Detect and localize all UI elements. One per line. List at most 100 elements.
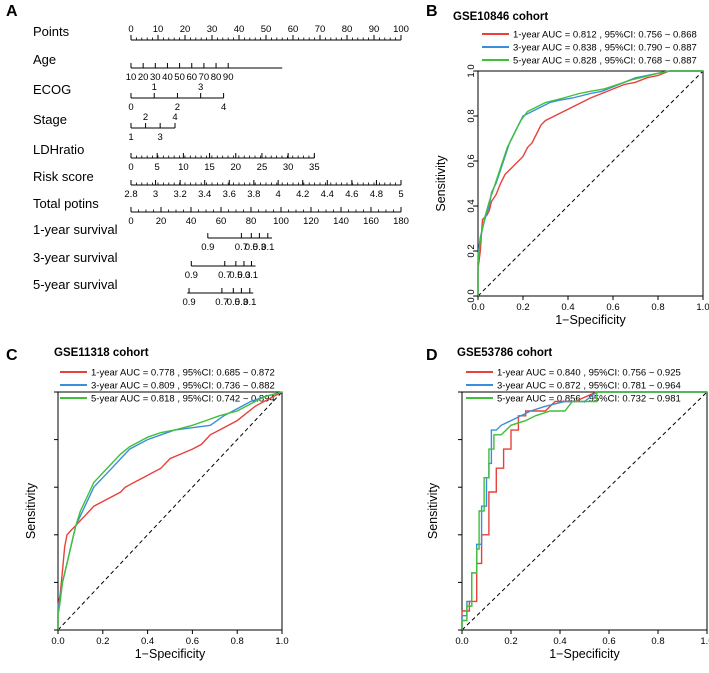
roc-curve-1-year-c [57,391,283,630]
tick-label-ldhratio: 5 [155,162,160,173]
tick-label-5-year-survival: 0.9 [182,297,195,308]
legend-label-3-year-c: 3-year AUC = 0.809 , 95%CI: 0.736 ~ 0.88… [91,381,275,392]
tick-label-5-year-survival: 0.3 [235,297,248,308]
tick-label-ldhratio: 30 [283,162,294,173]
x-tick-label-c: 0.4 [141,636,154,647]
tick-label-3-year-survival: 0.1 [245,270,258,281]
tick-label-total-potins: 160 [363,216,379,227]
tick-label-3-year-survival: 0.5 [229,270,242,281]
tick-label-risk-score: 4.4 [321,189,334,200]
tick-label-ldhratio: 25 [257,162,268,173]
panel-letter-b: B [426,3,438,20]
tick-label-total-potins: 40 [186,216,197,227]
x-axis-title-b: 1−Specificity [555,313,626,327]
tick-label-1-year-survival: 0.9 [201,242,214,253]
tick-label-3-year-survival: 0.9 [185,270,198,281]
tick-label-age: 20 [138,72,149,83]
tick-label-points: 100 [393,24,409,35]
scale-label-age: Age [33,52,56,67]
scale-label-risk-score: Risk score [33,169,94,184]
reference-diagonal-d [461,391,708,631]
tick-label-risk-score: 3.8 [247,189,260,200]
roc-title-b: GSE10846 cohort [453,11,548,23]
reference-diagonal-c [57,391,283,631]
tick-label-5-year-survival: 0.7 [215,297,228,308]
x-tick-label-b: 0.6 [606,302,619,313]
scale-total-potins: Total potins 0 20 40 60 80 100 120 140 160 180 [33,196,409,227]
x-tick-label-b: 0.2 [516,302,529,313]
tick-label-total-potins: 100 [273,216,289,227]
legend-label-3-year-b: 3-year AUC = 0.838 , 95%CI: 0.790 ~ 0.88… [513,43,697,54]
tick-label-stage: 1 [128,132,133,143]
x-tick-label-c: 0.2 [96,636,109,647]
tick-label-points: 20 [180,24,191,35]
y-axis-title-b: Sensitivity [434,155,448,212]
tick-label-total-potins: 80 [246,216,257,227]
tick-label-1-year-survival: 0.1 [261,242,274,253]
tick-label-5-year-survival: 0.5 [227,297,240,308]
scale-5-year-survival: 5-year survival 0.9 0.70.50.30.1 [33,277,256,308]
x-tick-label-d: 0.6 [602,636,615,647]
tick-label-total-potins: 180 [393,216,409,227]
legend-label-3-year-d: 3-year AUC = 0.872 , 95%CI: 0.781 ~ 0.96… [497,381,681,392]
y-tick-label-b: 0.8 [466,109,477,122]
x-tick-label-c: 0.6 [186,636,199,647]
tick-label-age: 80 [211,72,222,83]
y-tick-label-b: 0.6 [466,154,477,167]
roc-curve-3-year-b [477,70,703,296]
tick-label-age: 70 [199,72,210,83]
x-tick-label-c: 0.0 [51,636,64,647]
upper-tick-label-ecog: 3 [198,82,203,93]
scale-risk-score: Risk score 2.8 3 3.2 3.4 3.6 3.8 4 4.2 4.4 4.6 4.8 5 [33,169,404,200]
y-tick-label-b: 0.2 [466,244,477,257]
tick-label-total-potins: 60 [216,216,227,227]
tick-label-age: 60 [186,72,197,83]
x-tick-label-d: 0.8 [651,636,664,647]
legend-label-5-year-d: 5-year AUC = 0.856 , 95%CI: 0.732 ~ 0.98… [497,394,681,405]
tick-label-age: 50 [174,72,185,83]
y-tick-label-b: 0.4 [466,199,477,212]
scale-label-ldhratio: LDHratio [33,142,84,157]
tick-label-stage: 3 [158,132,163,143]
scale-points: Points 0 10 20 30 40 50 60 70 80 90 100 [33,24,409,41]
tick-label-points: 50 [261,24,272,35]
x-tick-label-d: 0.2 [504,636,517,647]
tick-label-points: 40 [234,24,245,35]
panel-letter-d: D [426,347,438,364]
tick-label-risk-score: 4.8 [370,189,383,200]
roc-panel-d: GSE53786 cohort 1-year AUC = 0.840 , 95%C… [426,347,709,661]
x-tick-label-c: 1.0 [275,636,288,647]
tick-label-age: 90 [223,72,234,83]
tick-label-5-year-survival: 0.1 [243,297,256,308]
tick-label-ecog: 4 [221,102,226,113]
tick-label-total-potins: 0 [128,216,133,227]
roc-curve-5-year-b [477,70,703,296]
tick-label-ecog: 2 [175,102,180,113]
tick-label-ldhratio: 20 [230,162,241,173]
tick-label-risk-score: 3 [153,189,158,200]
scale-3-year-survival: 3-year survival 0.9 0.70.50.30.1 [33,250,258,281]
scale-1-year-survival: 1-year survival 0.9 0.70.50.30.1 [33,222,274,253]
tick-label-risk-score: 3.4 [198,189,211,200]
tick-label-1-year-survival: 0.7 [235,242,248,253]
roc-title-d: GSE53786 cohort [457,347,552,359]
x-tick-label-c: 0.8 [231,636,244,647]
tick-label-total-potins: 120 [303,216,319,227]
y-tick-label-b: 0.0 [466,289,477,302]
tick-label-points: 60 [288,24,299,35]
tick-label-total-potins: 140 [333,216,349,227]
legend-label-1-year-c: 1-year AUC = 0.778 , 95%CI: 0.685 ~ 0.87… [91,368,275,379]
upper-tick-label-ecog: 1 [152,82,157,93]
plot-frame-c [57,391,283,631]
plot-frame-b [477,70,704,297]
tick-label-risk-score: 4 [276,189,281,200]
x-tick-label-b: 0.4 [561,302,574,313]
roc-curve-5-year-c [57,391,283,630]
x-tick-label-d: 0.4 [553,636,566,647]
tick-label-risk-score: 5 [398,189,403,200]
tick-label-3-year-survival: 0.7 [218,270,231,281]
scale-ldhratio: LDHratio 0 5 10 15 20 25 30 35 [33,142,320,173]
roc-panel-c: GSE11318 cohort 1-year AUC = 0.778 , 95%C… [24,347,289,661]
